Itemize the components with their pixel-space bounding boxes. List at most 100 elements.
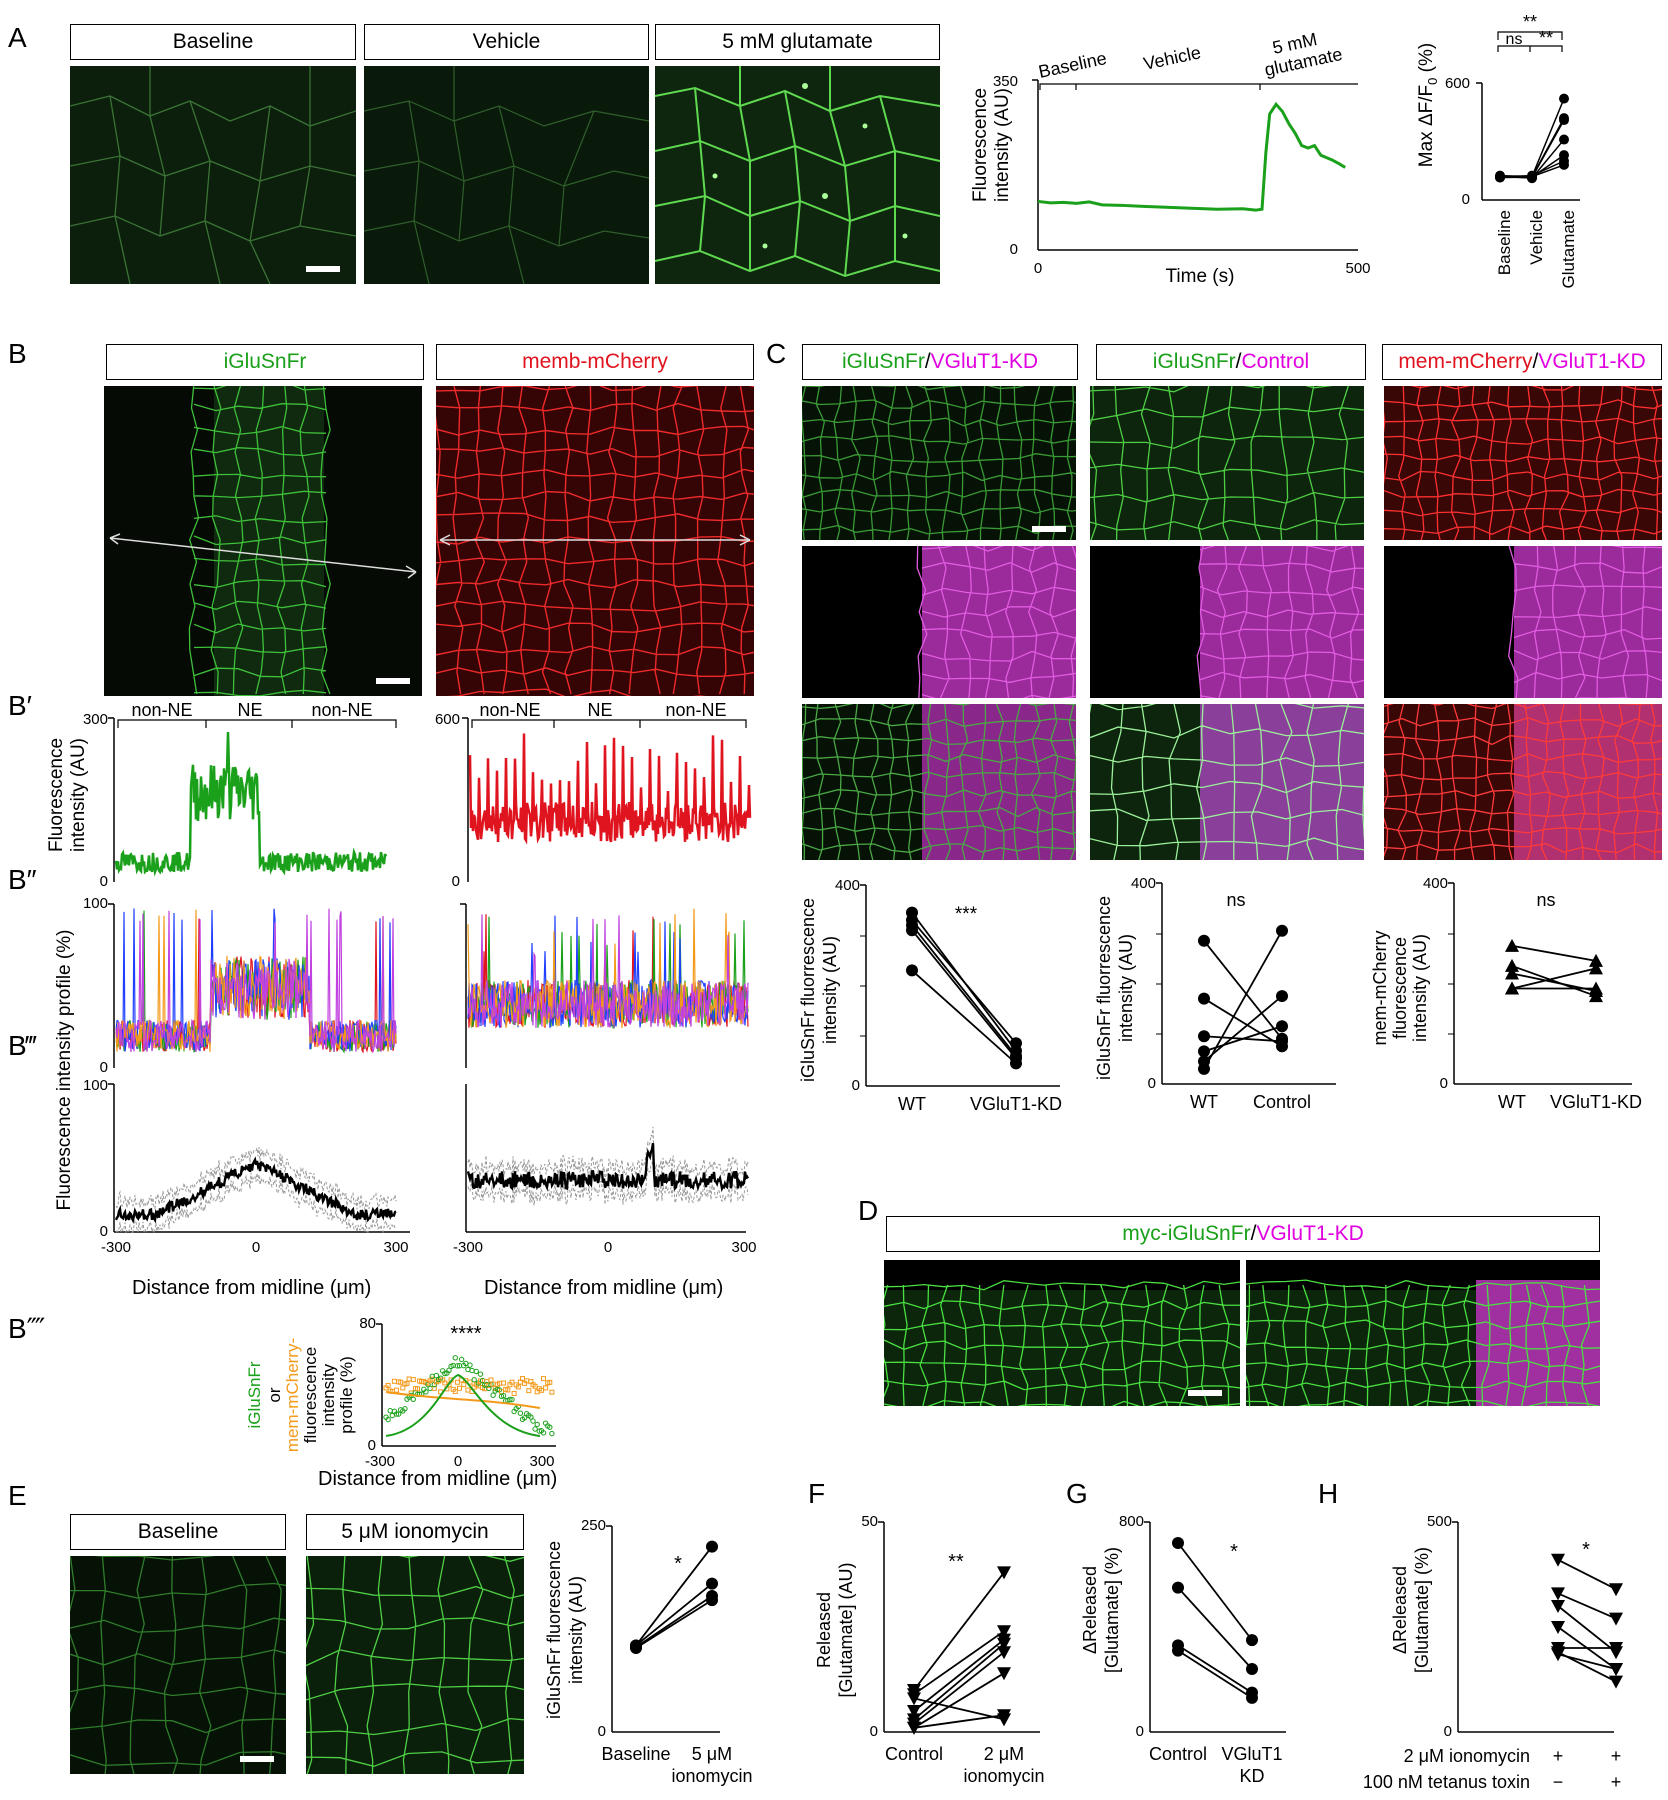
- pair-line: [913, 1571, 1005, 1691]
- bpppp-xtick-2: 0: [454, 1453, 462, 1470]
- bpppp-ylabel-4: fluorescence: [301, 1347, 320, 1443]
- e-ymax: 250: [581, 1517, 606, 1534]
- panel-label-h: H: [1318, 1478, 1339, 1509]
- pair-line: [913, 1672, 1005, 1729]
- scale-bar: [306, 266, 340, 272]
- g-plot: ΔReleased [Glutamate] (%) 800 0 * Contro…: [1080, 1513, 1286, 1786]
- c1-cat-2: VGluT1-KD: [970, 1094, 1062, 1114]
- c1-ylabel-2: intensity (AU): [820, 936, 840, 1044]
- h-ylabel-1: ΔReleased: [1390, 1566, 1410, 1654]
- micrograph-baseline: [70, 66, 356, 284]
- data-point: [1276, 990, 1288, 1003]
- data-point: [1551, 1621, 1565, 1634]
- data-point: [706, 1594, 718, 1607]
- data-point: [997, 1709, 1011, 1723]
- max-df-chart: Max ΔF/F0 (%) 600 0 ** ns ** Baseline Ve…: [1416, 12, 1580, 288]
- c3-ylabel-3: intensity (AU): [1410, 934, 1430, 1042]
- c2-sig: ns: [1226, 890, 1245, 910]
- bpppp-xtick-3: 300: [529, 1453, 554, 1470]
- pair-line: [1557, 1592, 1617, 1620]
- data-point: [1609, 1663, 1623, 1676]
- bpp-bppp-charts: Fluorescence intensity profile (%) 100 0…: [54, 895, 757, 1256]
- pair-line: [913, 1697, 1005, 1721]
- data-point: [1589, 961, 1603, 975]
- e-cat-2: 5 μM: [692, 1744, 732, 1764]
- scale-bar: [1032, 526, 1066, 532]
- data-point: [906, 964, 918, 977]
- c2-ylabel-1: iGluSnFr fluorrescence: [1094, 896, 1114, 1080]
- c2-ylabel-2: intensity (AU): [1116, 934, 1136, 1042]
- c1-ylabel-1: iGluSnFr fluorrescence: [798, 898, 818, 1082]
- max-point: [1559, 134, 1569, 145]
- data-point: [630, 1641, 642, 1654]
- data-point: [1551, 1553, 1565, 1567]
- g-ylabel-1: ΔReleased: [1080, 1566, 1100, 1654]
- panel-label-a: A: [8, 22, 27, 53]
- data-point: [1609, 1642, 1623, 1655]
- bppp-xtick-l2: 0: [252, 1239, 260, 1256]
- e-plot: iGluSnFr fluorescence intensity (AU) 250…: [544, 1517, 753, 1786]
- header-vehicle: Vehicle: [364, 24, 649, 60]
- data-point: [1505, 938, 1519, 952]
- bppp-xtick-r3: 300: [731, 1239, 756, 1256]
- g-cat-1: Control: [1149, 1744, 1207, 1764]
- e-cat-3: ionomycin: [671, 1766, 752, 1786]
- c-r3c2: [1090, 704, 1364, 860]
- phase-vehicle: Vehicle: [1142, 42, 1203, 74]
- header-c-1: iGluSnFr / VGluT1-KD: [802, 344, 1078, 380]
- panel-label-g: G: [1066, 1478, 1088, 1509]
- g-cat-2: VGluT1: [1221, 1744, 1282, 1764]
- header-memb-mcherry: memb-mCherry: [436, 344, 754, 380]
- pair-line: [913, 1643, 1005, 1721]
- c1-ymin: 0: [852, 1077, 860, 1094]
- data-point: [997, 1667, 1011, 1681]
- header-baseline: Baseline: [70, 24, 356, 60]
- bpp-0: 0: [100, 1059, 108, 1076]
- bppp-0: 0: [100, 1223, 108, 1240]
- panel-label-f: F: [808, 1478, 826, 1509]
- panel-label-b: B: [8, 338, 27, 369]
- data-point: [1198, 992, 1210, 1005]
- c-plot-2: iGluSnFr fluorrescence intensity (AU) 40…: [1094, 875, 1336, 1112]
- c-r1c2: [1090, 386, 1364, 540]
- g-ymin: 0: [1136, 1723, 1144, 1740]
- data-point: [1589, 953, 1603, 967]
- bppp-100: 100: [83, 1077, 108, 1094]
- data-point: [907, 1692, 921, 1706]
- region-right-3: non-NE: [665, 700, 726, 720]
- e-micrograph-baseline: [70, 1556, 286, 1774]
- bppp-xtick-l3: 300: [383, 1239, 408, 1256]
- trace-xmax: 500: [1345, 260, 1370, 277]
- f-cat-3: ionomycin: [963, 1766, 1044, 1786]
- bpppp-xlabel: Distance from midline (μm): [318, 1468, 558, 1490]
- f-sig: **: [948, 1551, 964, 1573]
- panel-label-bppp: B‴: [8, 1030, 37, 1061]
- c1-ymax: 400: [835, 877, 860, 894]
- pair-line: [913, 1651, 1005, 1725]
- max-sig-right: **: [1539, 28, 1553, 48]
- data-point: [1172, 1644, 1184, 1657]
- scale-bar: [240, 1756, 274, 1762]
- c2-ymin: 0: [1148, 1075, 1156, 1092]
- bppp-xlabel-left: Distance from midline (μm): [132, 1277, 372, 1299]
- data-point: [706, 1577, 718, 1590]
- h-row2-a: −: [1553, 1772, 1564, 1792]
- header-glutamate: 5 mM glutamate: [655, 24, 940, 60]
- c1-sig: ***: [955, 904, 978, 925]
- pair-line: [635, 1599, 713, 1649]
- g-ylabel-2: [Glutamate] (%): [1102, 1547, 1122, 1673]
- pair-line: [911, 919, 1017, 1044]
- micrograph-vehicle: [364, 66, 649, 284]
- e-micrograph-ionomycin: [306, 1556, 524, 1774]
- data-point: [1505, 958, 1519, 972]
- trace-xlabel: Time (s): [1166, 266, 1235, 287]
- data-point: [1505, 981, 1519, 995]
- max-sig-ns: ns: [1506, 31, 1523, 48]
- data-point: [1246, 1634, 1258, 1647]
- pair-line: [913, 1714, 1005, 1729]
- c-r2c2: [1090, 546, 1364, 698]
- max-point: [1559, 115, 1569, 126]
- micrograph-b-mcherry: [436, 386, 754, 696]
- e-cat-1: Baseline: [601, 1744, 670, 1764]
- data-point: [1198, 934, 1210, 947]
